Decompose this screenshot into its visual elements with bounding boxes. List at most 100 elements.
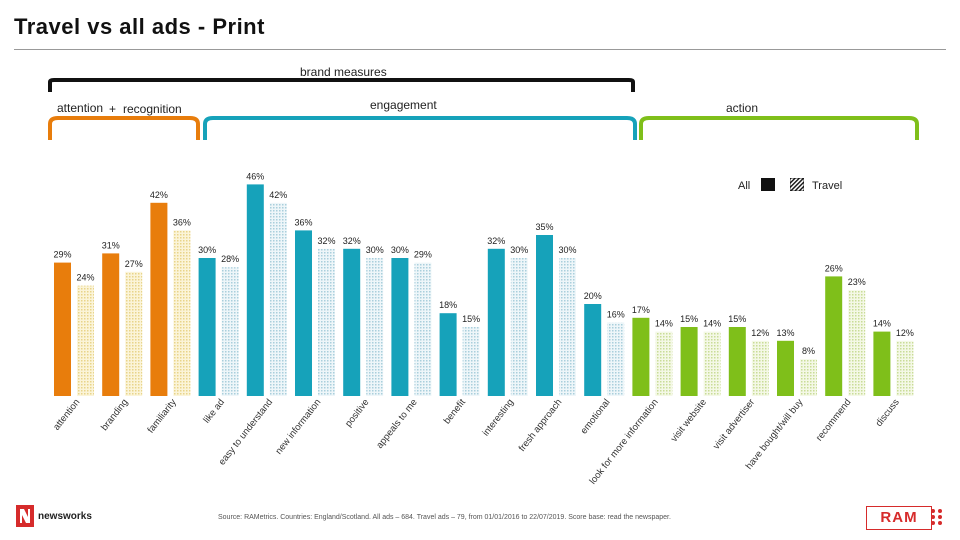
- action-label: action: [726, 101, 759, 115]
- bar-all-12: [632, 317, 650, 396]
- label-travel-14: 12%: [751, 328, 769, 338]
- attention-bracket: [48, 116, 200, 140]
- label-all-17: 14%: [873, 319, 891, 329]
- bar-all-15: [777, 340, 794, 396]
- label-travel-17: 12%: [896, 328, 914, 338]
- category-label-17: discuss: [874, 397, 902, 429]
- bar-all-7: [391, 258, 409, 396]
- label-travel-8: 15%: [462, 314, 480, 324]
- bar-travel-10: [559, 258, 576, 396]
- label-all-15: 13%: [776, 328, 794, 338]
- bar-all-6: [343, 248, 361, 396]
- label-all-5: 36%: [294, 217, 312, 227]
- bar-all-1: [102, 253, 120, 396]
- bracket-layer: [48, 78, 919, 140]
- label-all-10: 35%: [535, 222, 553, 232]
- label-travel-0: 24%: [76, 273, 94, 283]
- category-label-2: familiarity: [145, 397, 179, 436]
- bar-all-14: [728, 327, 746, 396]
- newsworks-wordmark: newsworks: [38, 511, 92, 522]
- label-travel-6: 30%: [366, 245, 384, 255]
- bar-all-11: [584, 304, 602, 396]
- label-travel-13: 14%: [703, 319, 721, 329]
- label-travel-1: 27%: [125, 259, 143, 269]
- label-travel-5: 32%: [317, 236, 335, 246]
- bar-travel-5: [318, 248, 335, 396]
- category-label-13: visit website: [669, 397, 709, 444]
- bar-all-16: [825, 276, 843, 396]
- bar-travel-2: [173, 230, 191, 396]
- bar-travel-3: [221, 267, 239, 396]
- bar-all-9: [487, 248, 505, 396]
- category-label-0: attention: [51, 397, 82, 432]
- label-all-3: 30%: [198, 245, 216, 255]
- bar-travel-17: [896, 340, 914, 396]
- bar-all-17: [873, 331, 891, 396]
- attention-label: attention: [57, 101, 104, 115]
- bar-travel-8: [462, 327, 480, 396]
- category-label-6: positive: [343, 397, 372, 429]
- category-label-4: easy to understand: [217, 397, 275, 467]
- category-label-3: like ad: [201, 397, 227, 425]
- bar-travel-13: [703, 331, 721, 396]
- label-all-16: 26%: [825, 263, 843, 273]
- category-label-14: visit advertiser: [711, 397, 757, 452]
- source-note: Source: RAMetrics. Countries: England/Sc…: [218, 514, 671, 521]
- bar-travel-14: [751, 340, 769, 396]
- legend-all-label: All: [738, 180, 751, 192]
- category-label-8: benefit: [442, 397, 468, 427]
- bar-travel-1: [125, 271, 143, 396]
- bar-all-0: [54, 262, 71, 396]
- label-travel-16: 23%: [848, 277, 866, 287]
- category-label-11: emotional: [579, 397, 613, 436]
- label-all-11: 20%: [584, 291, 602, 301]
- legend-travel-label: Travel: [812, 180, 843, 192]
- label-all-6: 32%: [343, 236, 361, 246]
- bar-travel-4: [269, 202, 287, 396]
- label-all-2: 42%: [150, 190, 168, 200]
- label-all-14: 15%: [728, 314, 746, 324]
- category-label-10: fresh approach: [517, 397, 565, 454]
- category-label-1: branding: [99, 397, 130, 433]
- label-all-1: 31%: [102, 240, 120, 250]
- page-title: Travel vs all ads - Print: [14, 14, 265, 39]
- bar-all-8: [439, 313, 457, 396]
- label-all-13: 15%: [680, 314, 698, 324]
- bar-all-2: [150, 202, 168, 396]
- title-divider: [14, 49, 946, 50]
- category-label-5: new information: [273, 397, 323, 457]
- bar-all-4: [246, 184, 264, 396]
- bar-travel-15: [800, 359, 817, 396]
- label-travel-11: 16%: [607, 309, 625, 319]
- label-all-4: 46%: [246, 171, 264, 181]
- bar-all-5: [295, 230, 312, 396]
- label-travel-3: 28%: [221, 254, 239, 264]
- legend-all-swatch: [761, 178, 775, 191]
- bar-travel-6: [366, 258, 384, 396]
- legend-travel-swatch: [790, 178, 804, 191]
- category-label-9: interesting: [481, 397, 517, 438]
- bar-chart: 29% 24% 31% 27% 42% 36% 30% 28% 46% 42% 36% 32% 32% 3…: [51, 171, 914, 486]
- bar-travel-7: [414, 262, 432, 396]
- bar-all-10: [536, 235, 553, 396]
- label-travel-15: 8%: [802, 346, 815, 356]
- category-label-16: recommend: [814, 397, 854, 443]
- label-all-12: 17%: [632, 305, 650, 315]
- action-bracket: [639, 116, 919, 140]
- bar-all-13: [680, 327, 698, 396]
- label-travel-12: 14%: [655, 319, 673, 329]
- brand-measures-label: brand measures: [300, 65, 387, 79]
- brand-measures-bracket: [48, 78, 635, 92]
- label-all-9: 32%: [487, 236, 505, 246]
- bar-all-3: [198, 258, 216, 396]
- label-travel-10: 30%: [558, 245, 576, 255]
- bar-travel-0: [77, 285, 94, 396]
- label-travel-2: 36%: [173, 217, 191, 227]
- ram-dots-icon: [931, 509, 942, 525]
- label-travel-7: 29%: [414, 250, 432, 260]
- bar-travel-16: [848, 290, 866, 396]
- category-label-7: appeals to me: [374, 397, 419, 451]
- bar-travel-9: [510, 258, 528, 396]
- label-all-0: 29%: [53, 250, 71, 260]
- bar-travel-11: [607, 322, 625, 396]
